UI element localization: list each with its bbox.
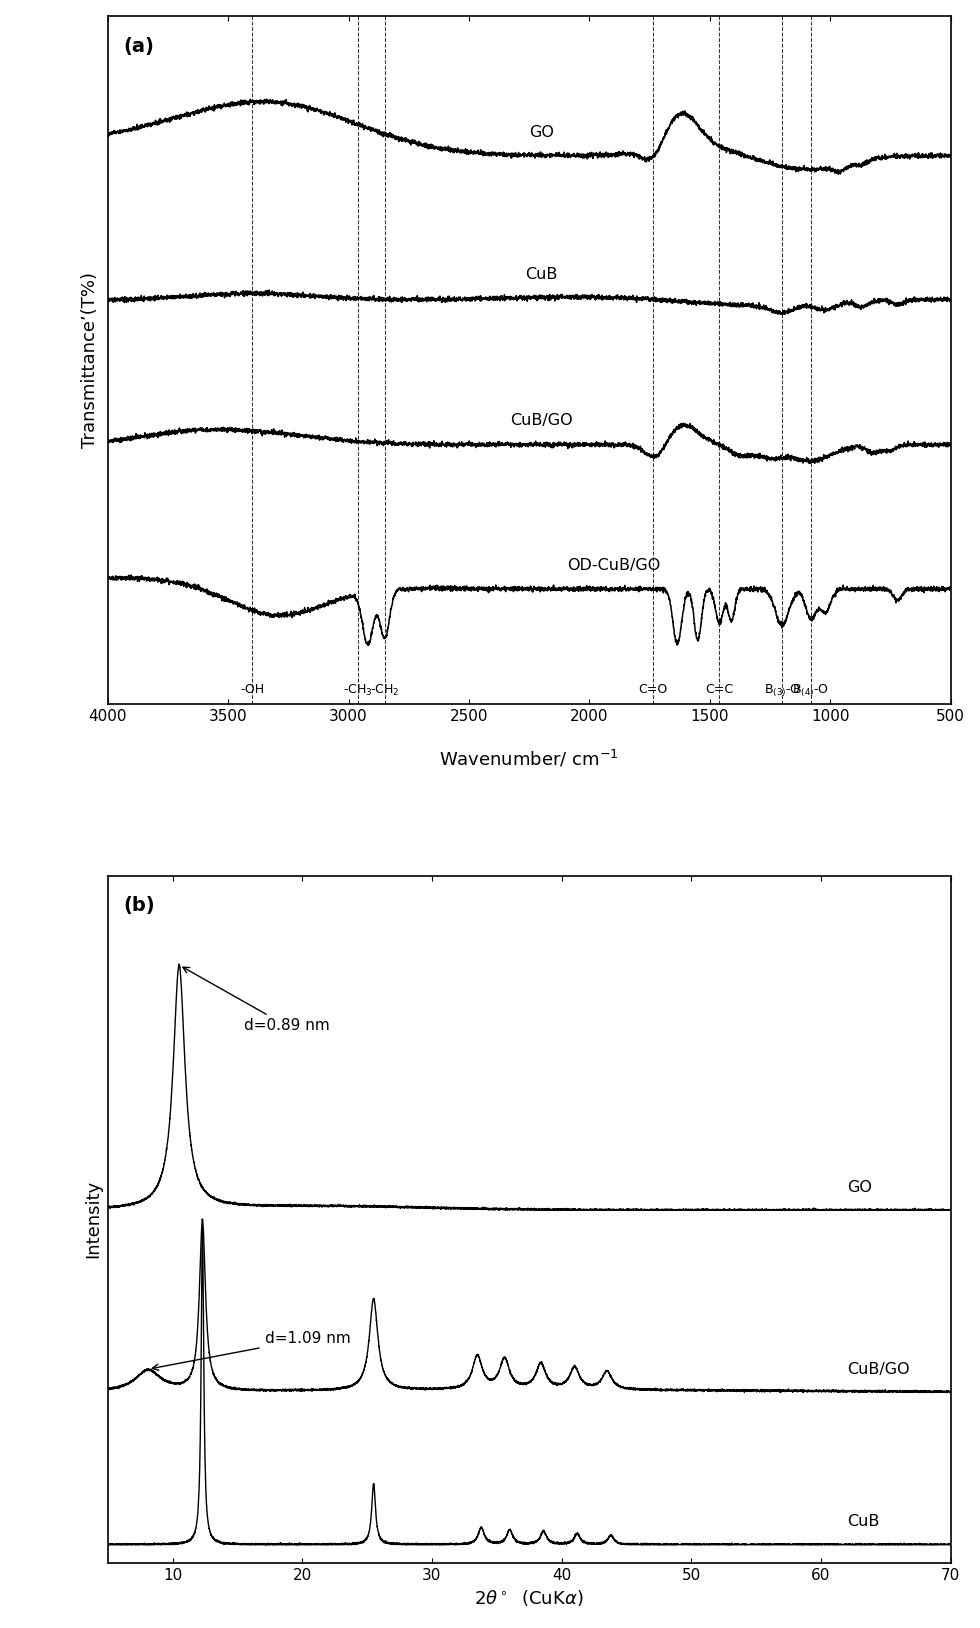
Text: d=0.89 nm: d=0.89 nm	[183, 967, 329, 1034]
Text: C=O: C=O	[639, 684, 667, 697]
Text: CuB/GO: CuB/GO	[510, 414, 572, 428]
X-axis label: 2$\theta$$^\circ$  (CuK$\alpha$): 2$\theta$$^\circ$ (CuK$\alpha$)	[474, 1589, 584, 1608]
Text: -OH: -OH	[240, 684, 265, 697]
Text: OD-CuB/GO: OD-CuB/GO	[566, 558, 661, 573]
Text: CuB: CuB	[847, 1514, 879, 1529]
Text: GO: GO	[529, 125, 554, 140]
Text: d=1.09 nm: d=1.09 nm	[152, 1332, 351, 1371]
Text: CuB: CuB	[525, 267, 558, 282]
Text: B$_{(3)}$-O: B$_{(3)}$-O	[763, 684, 801, 700]
Text: C=C: C=C	[706, 684, 733, 697]
Text: GO: GO	[847, 1180, 872, 1195]
X-axis label: Wavenumber/ cm$^{-1}$: Wavenumber/ cm$^{-1}$	[439, 749, 619, 770]
Text: -CH$_3$: -CH$_3$	[343, 684, 373, 698]
Text: (a): (a)	[122, 37, 154, 55]
Y-axis label: Intensity: Intensity	[84, 1180, 102, 1258]
Text: CuB/GO: CuB/GO	[847, 1363, 909, 1377]
Text: -CH$_2$: -CH$_2$	[370, 684, 400, 698]
Text: B$_{(4)}$-O: B$_{(4)}$-O	[793, 684, 829, 700]
Text: (b): (b)	[122, 895, 155, 915]
Y-axis label: Transmittance’(T%): Transmittance’(T%)	[81, 272, 99, 448]
